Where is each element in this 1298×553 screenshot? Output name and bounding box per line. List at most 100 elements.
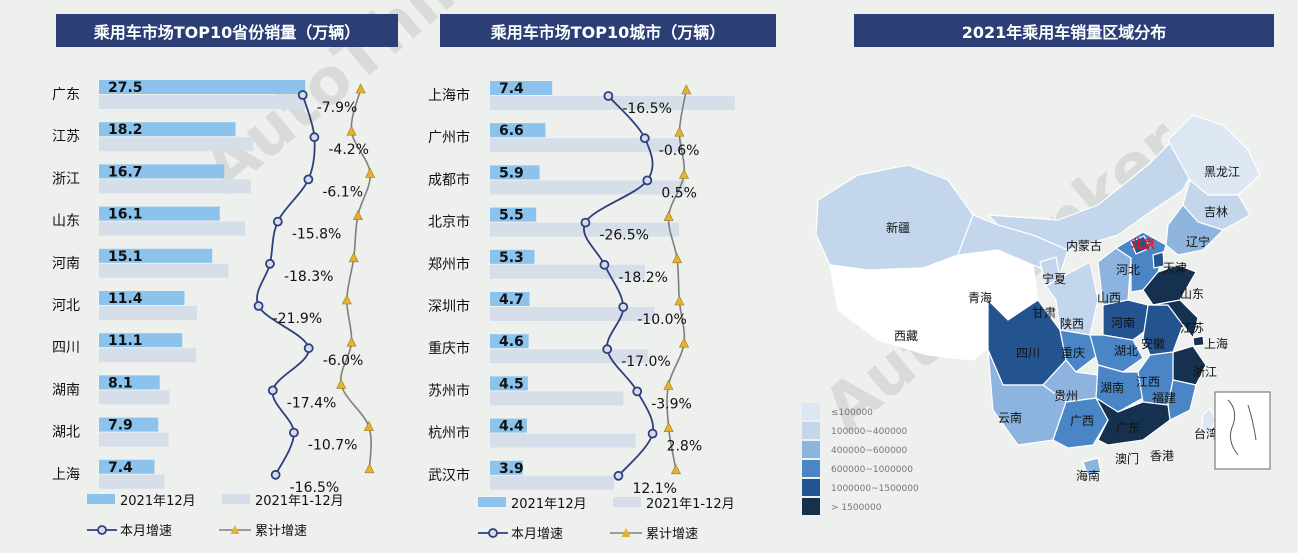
bar-value-label: 7.4 (108, 460, 133, 476)
bar-month (99, 459, 155, 474)
bar-year (99, 137, 254, 152)
cumulative-growth-marker (678, 168, 689, 179)
cumulative-growth-marker (663, 379, 674, 390)
map-title: 2021年乘用车销量区域分布 (854, 14, 1274, 47)
category-label: 广州市 (428, 129, 470, 146)
bar-value-label: 3.9 (499, 461, 524, 477)
monthly-growth-marker (613, 470, 624, 481)
bar-month (490, 123, 546, 138)
cumulative-growth-marker (365, 167, 376, 178)
map-label: 吉林 (1204, 205, 1228, 219)
map-label: 澳门 (1115, 451, 1139, 466)
growth-value-label: -16.5% (622, 101, 672, 117)
growth-value-label: -0.6% (659, 143, 700, 159)
region-shanxi (1097, 247, 1132, 306)
monthly-growth-marker (618, 302, 629, 312)
category-label: 浙江 (52, 171, 80, 187)
monthly-growth-marker (272, 216, 283, 227)
region-liaoning (1165, 204, 1225, 256)
bar-year (490, 96, 735, 110)
monthly-growth-marker (647, 428, 658, 439)
cumulative-growth-marker (346, 336, 357, 347)
bar-year (490, 433, 636, 448)
bar-month (490, 334, 529, 349)
cumulative-growth-marker (681, 84, 692, 95)
monthly-growth-marker (303, 343, 314, 354)
region-xinjiang (815, 164, 974, 271)
growth-value-label: -4.2% (328, 142, 369, 158)
category-label: 深圳市 (428, 298, 470, 315)
monthly-growth-marker (603, 91, 614, 101)
map-legend-swatch (802, 422, 820, 439)
bar-year (490, 307, 655, 321)
bar-month (490, 376, 528, 391)
monthly-growth-marker (303, 174, 314, 185)
map-label: 安徽 (1141, 336, 1165, 351)
cumulative-growth-marker (663, 421, 674, 432)
monthly-growth-marker (639, 133, 650, 144)
cumulative-growth-marker (674, 295, 685, 306)
bar-year (99, 390, 170, 405)
bar-year (99, 179, 251, 194)
map-label: 湖南 (1100, 380, 1124, 395)
monthly-growth-marker (253, 301, 264, 311)
map-label: 西藏 (894, 329, 918, 343)
chart-cities: 上海市 7.4 广州市 6.6 成都市 5.9 北京市 5.5 郑州市 5.3 深圳市 4.7 重庆市 4… (428, 81, 735, 542)
map-label: 四川 (1016, 346, 1040, 360)
bar-value-label: 4.7 (499, 292, 524, 308)
growth-value-label: -17.4% (287, 395, 337, 411)
map-legend-label: ≤100000 (831, 408, 873, 418)
bar-month (99, 291, 185, 305)
legend-label-month: 2021年12月 (511, 497, 587, 512)
map-label: 香港 (1150, 449, 1174, 463)
map-label: 福建 (1152, 390, 1176, 405)
category-label: 郑州市 (428, 256, 470, 273)
map-legend-swatch (802, 460, 820, 477)
bar-value-label: 5.5 (499, 208, 524, 224)
bar-year (490, 180, 686, 195)
bar-value-label: 7.4 (499, 81, 524, 97)
legend-swatch-month (87, 494, 115, 504)
cumulative-growth-marker (336, 378, 347, 389)
map-legend-label: 100000~400000 (831, 427, 908, 437)
legend-marker-monthly (97, 525, 107, 535)
map-label: 海南 (1076, 468, 1100, 483)
legend-label-cumulative-growth: 累计增速 (646, 527, 698, 542)
bar-value-label: 5.9 (499, 165, 524, 181)
growth-value-label: 2.8% (667, 439, 703, 455)
cumulative-growth-marker (348, 252, 359, 263)
bar-value-label: 18.2 (108, 122, 143, 138)
bar-month (490, 81, 553, 95)
bar-year (99, 221, 246, 236)
category-label: 四川 (52, 340, 80, 356)
bar-year (99, 95, 307, 109)
line-monthly-growth (583, 95, 655, 477)
bar-value-label: 4.4 (499, 419, 524, 435)
map-label: 台湾 (1194, 426, 1218, 441)
monthly-growth-marker (297, 90, 308, 100)
bar-value-label: 16.7 (108, 164, 143, 180)
line-cumulative-growth (339, 88, 372, 469)
map-label: 青海 (968, 290, 992, 305)
bar-month (99, 248, 213, 263)
monthly-growth-marker (580, 217, 591, 228)
growth-value-label: 12.1% (632, 481, 676, 497)
map-label: 湖北 (1114, 343, 1138, 358)
category-label: 河北 (52, 298, 80, 314)
monthly-growth-marker (270, 469, 281, 480)
bar-year (99, 348, 197, 363)
cumulative-growth-marker (678, 337, 689, 348)
legend-marker-cumulative (621, 528, 631, 537)
bar-month (490, 292, 530, 306)
cumulative-growth-marker (364, 463, 375, 474)
map-label: 云南 (998, 410, 1022, 425)
monthly-growth-marker (267, 385, 278, 396)
bar-month (99, 417, 159, 432)
region-hainan (1082, 457, 1102, 477)
map-label: 天津 (1163, 261, 1187, 275)
growth-value-label: -18.2% (618, 270, 668, 286)
bar-value-label: 16.1 (108, 207, 143, 223)
growth-value-label: -18.3% (284, 269, 334, 285)
map-label: 内蒙古 (1066, 238, 1102, 253)
monthly-growth-marker (642, 175, 653, 186)
